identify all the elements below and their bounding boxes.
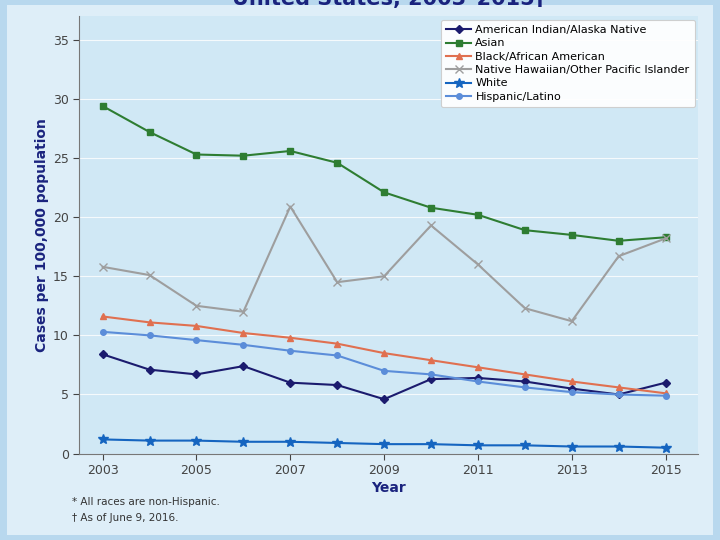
Black/African American [239,330,248,336]
White [99,436,107,443]
Native Hawaiian/Other Pacific Islander [379,273,388,280]
Native Hawaiian/Other Pacific Islander [427,222,436,228]
Y-axis label: Cases per 100,000 population: Cases per 100,000 population [35,118,49,352]
Native Hawaiian/Other Pacific Islander [614,253,623,259]
Hispanic/Latino [521,384,529,390]
American Indian/Alaska Native [99,351,107,357]
Hispanic/Latino [286,348,294,354]
American Indian/Alaska Native [192,371,201,377]
Native Hawaiian/Other Pacific Islander [333,279,341,286]
American Indian/Alaska Native [661,380,670,386]
Asian [286,148,294,154]
Asian [474,212,482,218]
Hispanic/Latino [99,329,107,335]
Black/African American [614,384,623,390]
Native Hawaiian/Other Pacific Islander [567,318,576,325]
White [192,437,201,444]
Native Hawaiian/Other Pacific Islander [286,203,294,210]
Asian [145,129,154,136]
Asian [239,152,248,159]
Hispanic/Latino [145,332,154,339]
White [239,438,248,445]
Black/African American [145,319,154,326]
Hispanic/Latino [427,371,436,377]
White [567,443,576,450]
Native Hawaiian/Other Pacific Islander [521,305,529,312]
Line: White: White [98,435,670,453]
Asian [661,234,670,240]
Native Hawaiian/Other Pacific Islander [661,235,670,242]
Black/African American [661,390,670,396]
Hispanic/Latino [661,393,670,399]
Black/African American [99,313,107,320]
White [521,442,529,449]
White [333,440,341,446]
White [286,438,294,445]
Asian [333,159,341,166]
Black/African American [567,378,576,384]
Native Hawaiian/Other Pacific Islander [474,261,482,268]
Black/African American [474,364,482,370]
Hispanic/Latino [379,368,388,374]
Black/African American [427,357,436,363]
Asian [99,103,107,109]
American Indian/Alaska Native [379,396,388,402]
Hispanic/Latino [333,352,341,359]
White [379,441,388,447]
Asian [614,238,623,244]
Line: Black/African American: Black/African American [99,313,669,397]
Title: TB Case Rates by Race/Ethnicity,*
United States, 2003–2015†: TB Case Rates by Race/Ethnicity,* United… [191,0,587,9]
White [474,442,482,449]
American Indian/Alaska Native [286,380,294,386]
X-axis label: Year: Year [372,481,406,495]
White [614,443,623,450]
Black/African American [286,334,294,341]
American Indian/Alaska Native [521,378,529,384]
American Indian/Alaska Native [427,376,436,382]
Line: Hispanic/Latino: Hispanic/Latino [100,329,668,399]
Hispanic/Latino [474,378,482,384]
Black/African American [521,371,529,377]
American Indian/Alaska Native [145,367,154,373]
Line: American Indian/Alaska Native: American Indian/Alaska Native [100,352,668,402]
Asian [192,151,201,158]
Hispanic/Latino [614,392,623,398]
Asian [521,227,529,233]
Black/African American [379,350,388,356]
Line: Native Hawaiian/Other Pacific Islander: Native Hawaiian/Other Pacific Islander [99,202,670,326]
Native Hawaiian/Other Pacific Islander [99,264,107,270]
American Indian/Alaska Native [474,375,482,381]
American Indian/Alaska Native [239,363,248,369]
Hispanic/Latino [567,389,576,395]
Black/African American [192,323,201,329]
American Indian/Alaska Native [614,392,623,398]
Native Hawaiian/Other Pacific Islander [239,308,248,315]
Line: Asian: Asian [99,103,669,244]
Text: * All races are non-Hispanic.: * All races are non-Hispanic. [72,497,220,507]
White [145,437,154,444]
Native Hawaiian/Other Pacific Islander [145,272,154,278]
Hispanic/Latino [192,337,201,343]
Native Hawaiian/Other Pacific Islander [192,302,201,309]
Hispanic/Latino [239,342,248,348]
Asian [567,232,576,238]
Text: † As of June 9, 2016.: † As of June 9, 2016. [72,513,179,523]
American Indian/Alaska Native [333,382,341,388]
White [427,441,436,447]
American Indian/Alaska Native [567,386,576,392]
Black/African American [333,340,341,347]
White [661,444,670,451]
Legend: American Indian/Alaska Native, Asian, Black/African American, Native Hawaiian/Ot: American Indian/Alaska Native, Asian, Bl… [441,19,695,107]
Asian [427,205,436,211]
Asian [379,189,388,195]
